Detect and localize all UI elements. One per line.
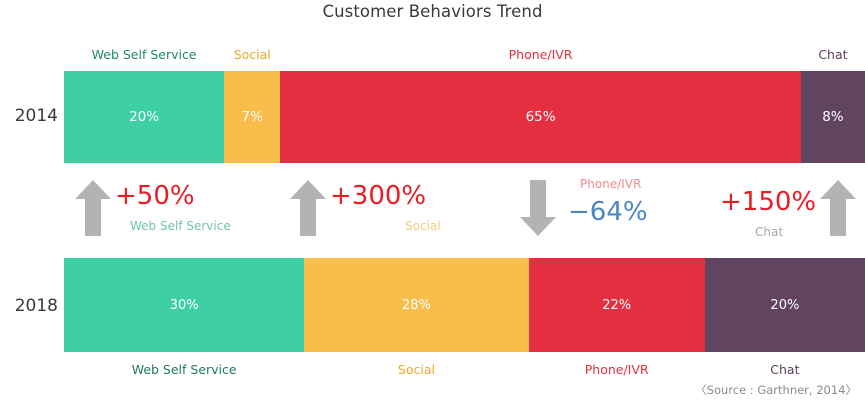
stacked-bar-2014: 20% 7% 65% 8% bbox=[64, 71, 865, 163]
bottom-label-social: Social bbox=[397, 362, 435, 377]
bar-2014-segment-social[interactable]: 7% bbox=[224, 71, 281, 163]
change-percent-web-self-service: +50% bbox=[115, 181, 195, 211]
arrow-up-icon bbox=[820, 180, 856, 240]
bar-2014-value-phone-ivr: 65% bbox=[525, 109, 556, 125]
bar-2014-segment-phone-ivr[interactable]: 65% bbox=[280, 71, 801, 163]
bar-2018-value-web-self-service: 30% bbox=[169, 297, 199, 313]
change-category-phone-ivr: Phone/IVR bbox=[580, 177, 642, 191]
top-label-web-self-service: Web Self Service bbox=[91, 47, 197, 62]
bar-2014-value-social: 7% bbox=[241, 109, 263, 125]
bottom-label-phone-ivr: Phone/IVR bbox=[584, 362, 649, 377]
bar-2014-value-chat: 8% bbox=[822, 109, 844, 125]
bottom-label-web-self-service: Web Self Service bbox=[131, 362, 237, 377]
top-label-phone-ivr: Phone/IVR bbox=[508, 47, 573, 62]
year-label-2018: 2018 bbox=[14, 296, 58, 316]
bar-2018-segment-web-self-service[interactable]: 30% bbox=[64, 258, 305, 352]
change-group-chat: +150% Chat bbox=[710, 176, 865, 246]
bar-2018-value-chat: 20% bbox=[770, 297, 800, 313]
bar-2014-segment-chat[interactable]: 8% bbox=[800, 71, 865, 163]
change-group-web-self-service: +50% Web Self Service bbox=[70, 176, 245, 246]
arrow-down-icon bbox=[520, 180, 556, 240]
arrow-up-icon bbox=[290, 180, 326, 240]
top-category-legend: Web Self Service Social Phone/IVR Chat bbox=[64, 45, 865, 65]
bottom-category-legend: Web Self Service Social Phone/IVR Chat bbox=[64, 360, 865, 380]
bar-2018-segment-chat[interactable]: 20% bbox=[704, 258, 865, 352]
change-group-phone-ivr: −64% Phone/IVR bbox=[518, 176, 698, 246]
bar-2014-segment-web-self-service[interactable]: 20% bbox=[64, 71, 225, 163]
bar-2018-value-phone-ivr: 22% bbox=[602, 297, 632, 313]
change-group-social: +300% Social bbox=[285, 176, 465, 246]
change-percent-phone-ivr: −64% bbox=[568, 197, 648, 227]
year-label-2014: 2014 bbox=[14, 106, 58, 126]
stacked-bar-2018: 30% 28% 22% 20% bbox=[64, 258, 865, 352]
change-percent-chat: +150% bbox=[720, 187, 817, 217]
bottom-label-chat: Chat bbox=[770, 362, 800, 377]
change-category-social: Social bbox=[405, 219, 441, 233]
bar-2018-value-social: 28% bbox=[401, 297, 431, 313]
top-label-social: Social bbox=[233, 47, 271, 62]
page-title: Customer Behaviors Trend bbox=[322, 2, 543, 21]
change-percent-social: +300% bbox=[330, 181, 427, 211]
source-note: 〈Source : Garthner, 2014〉 bbox=[695, 383, 857, 397]
top-label-chat: Chat bbox=[818, 47, 848, 62]
change-category-chat: Chat bbox=[755, 225, 784, 239]
change-category-web-self-service: Web Self Service bbox=[130, 219, 231, 233]
bar-2018-segment-phone-ivr[interactable]: 22% bbox=[528, 258, 705, 352]
bar-2018-segment-social[interactable]: 28% bbox=[304, 258, 529, 352]
bar-2014-value-web-self-service: 20% bbox=[129, 109, 160, 125]
arrow-up-icon bbox=[75, 180, 111, 240]
